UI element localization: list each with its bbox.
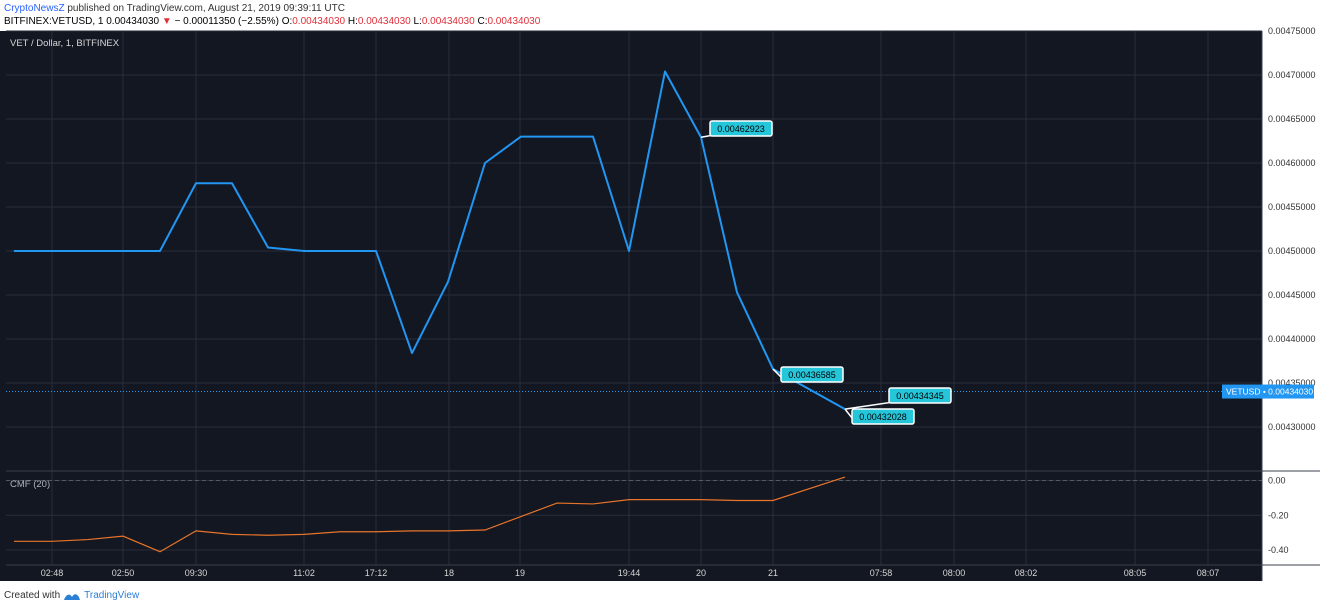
- x-tick-13: 08:05: [1124, 568, 1147, 578]
- y-tick-8: 0.00470000: [1268, 70, 1316, 80]
- tradingview-brand[interactable]: TradingView: [84, 590, 140, 601]
- x-tick-12: 08:02: [1015, 568, 1038, 578]
- y-tick-4: 0.00450000: [1268, 246, 1316, 256]
- close-value: 0.00434030: [487, 16, 541, 27]
- price-point-4: [267, 246, 269, 248]
- price-point-8: [447, 281, 449, 283]
- price-point-10: [520, 136, 522, 138]
- x-tick-14: 08:07: [1197, 568, 1220, 578]
- price-point-5: [303, 250, 305, 252]
- cmf-y-tick-2: -0.40: [1268, 545, 1289, 555]
- annotation-box-2: [888, 387, 952, 404]
- open-value: 0.00434030: [292, 16, 346, 27]
- annotation-label-2: 0.00434345: [896, 391, 944, 401]
- price-point-7: [411, 352, 413, 354]
- price-badge-label: VETUSD • 0.00434030: [1226, 387, 1313, 397]
- x-tick-6: 19: [515, 568, 525, 578]
- price-point-3: [231, 182, 233, 184]
- cmf-title: CMF (20): [10, 479, 50, 490]
- y-tick-0: 0.00430000: [1268, 422, 1316, 432]
- annotation-box-0: [709, 120, 773, 137]
- price-badge: [1222, 384, 1314, 399]
- x-tick-3: 11:02: [293, 568, 315, 578]
- x-tick-9: 21: [768, 568, 778, 578]
- low-label: L:: [413, 16, 422, 27]
- annotation-pointer-2: [844, 401, 894, 410]
- price-point-11: [592, 136, 594, 138]
- price-point-9: [484, 162, 486, 164]
- x-tick-0: 02:48: [41, 568, 64, 578]
- x-tick-1: 02:50: [112, 568, 135, 578]
- price-point-15: [736, 291, 738, 293]
- last-price: 0.00434030: [106, 16, 160, 27]
- price-point-0: [13, 250, 15, 252]
- down-arrow-icon: ▼: [161, 16, 172, 27]
- x-tick-4: 17:12: [365, 568, 388, 578]
- cmf-y-tick-1: -0.20: [1268, 510, 1289, 520]
- annotation-box-3: [851, 408, 915, 425]
- ohlc-bar: BITFINEX:VETUSD, 1 0.00434030 ▼ − 0.0001…: [4, 16, 540, 27]
- x-tick-5: 18: [444, 568, 454, 578]
- tradingview-logo-icon: [64, 593, 81, 600]
- low-value: 0.00434030: [421, 16, 475, 27]
- x-tick-2: 09:30: [185, 568, 208, 578]
- x-tick-7: 19:44: [618, 568, 641, 578]
- annotation-label-0: 0.00462923: [717, 124, 765, 134]
- price-point-2: [195, 182, 197, 184]
- created-with-text: Created with: [4, 590, 61, 601]
- annotation-box-1: [780, 366, 844, 383]
- y-tick-1: 0.00435000: [1268, 378, 1316, 388]
- y-tick-5: 0.00455000: [1268, 202, 1316, 212]
- open-label: O:: [281, 16, 293, 27]
- footer: Created with TradingView: [4, 590, 139, 601]
- high-label: H:: [347, 16, 358, 27]
- price-point-1: [159, 250, 161, 252]
- x-tick-8: 20: [696, 568, 706, 578]
- price-point-12: [628, 250, 630, 252]
- symbol-label: BITFINEX:VETUSD, 1: [4, 16, 104, 27]
- cmf-y-tick-0: 0.00: [1268, 476, 1286, 486]
- author-link[interactable]: CryptoNewsZ: [4, 3, 65, 14]
- price-series-line: [14, 70, 846, 411]
- annotation-label-1: 0.00436585: [788, 370, 836, 380]
- price-axis-panel: [1262, 31, 1320, 581]
- price-point-6: [375, 250, 377, 252]
- publish-info: CryptoNewsZ published on TradingView.com…: [4, 3, 345, 14]
- y-tick-2: 0.00440000: [1268, 334, 1316, 344]
- price-point-13: [664, 70, 666, 72]
- x-tick-10: 07:58: [870, 568, 893, 578]
- publish-text: published on TradingView.com, August 21,…: [67, 3, 345, 14]
- cmf-series-line: [14, 476, 846, 553]
- close-label: C:: [477, 16, 488, 27]
- y-tick-6: 0.00460000: [1268, 158, 1316, 168]
- y-tick-9: 0.00475000: [1268, 26, 1316, 36]
- annotation-label-3: 0.00432028: [859, 412, 907, 422]
- y-tick-3: 0.00445000: [1268, 290, 1316, 300]
- chart-title: VET / Dollar, 1, BITFINEX: [10, 38, 120, 49]
- plot-area: [6, 31, 1262, 581]
- high-value: 0.00434030: [357, 16, 411, 27]
- price-change: − 0.00011350 (−2.55%): [174, 16, 279, 27]
- y-tick-7: 0.00465000: [1268, 114, 1316, 124]
- x-tick-11: 08:00: [943, 568, 966, 578]
